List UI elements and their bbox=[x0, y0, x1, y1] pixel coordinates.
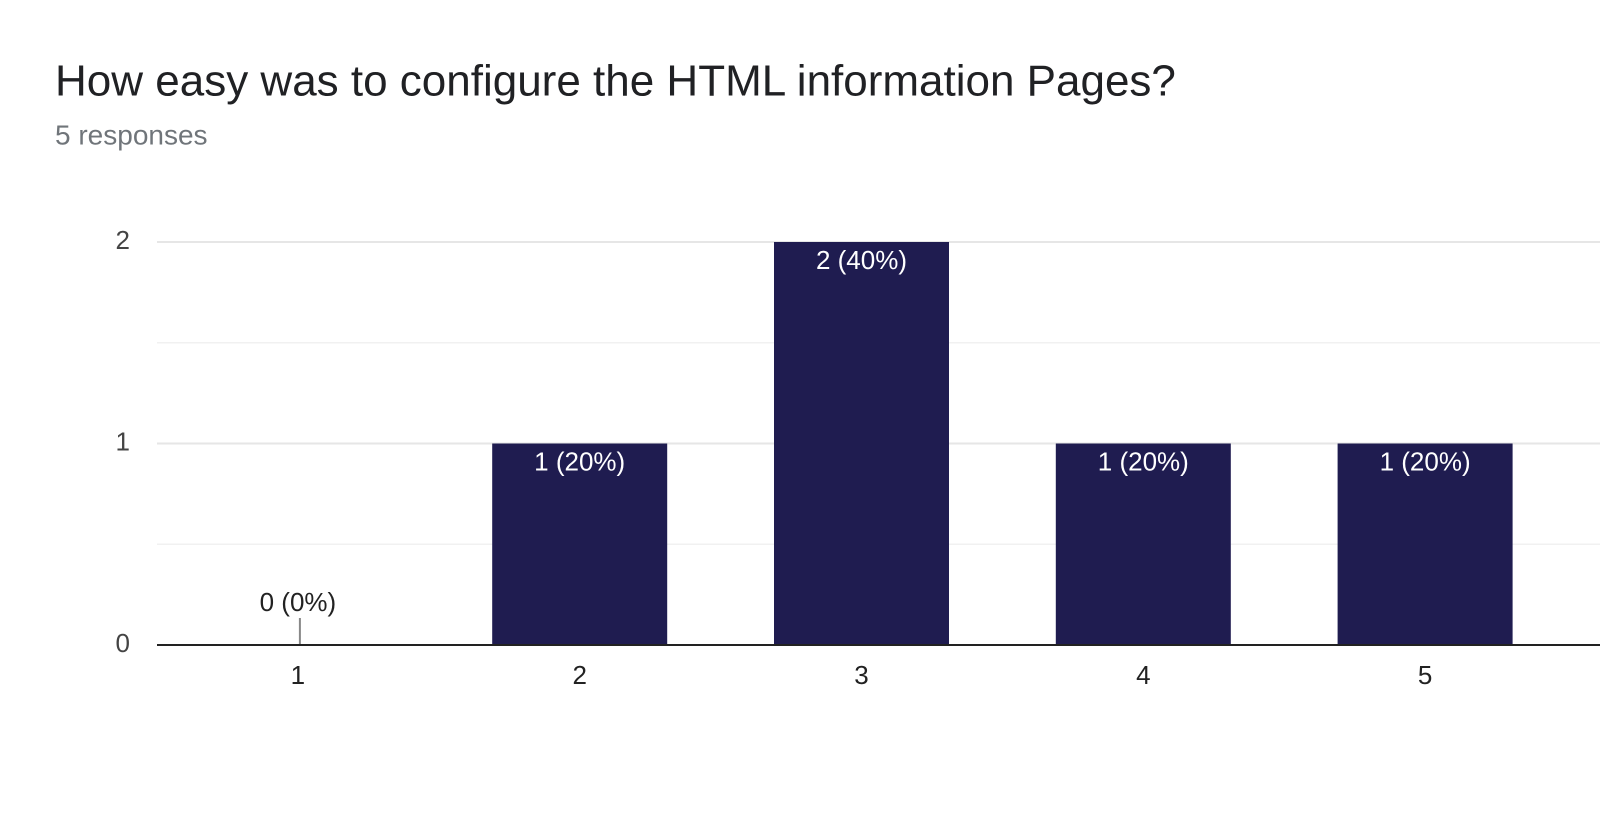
chart-title: How easy was to configure the HTML infor… bbox=[55, 57, 1176, 106]
x-tick-label: 1 bbox=[291, 660, 305, 690]
data-label: 1 (20%) bbox=[534, 446, 625, 476]
bar bbox=[1055, 443, 1231, 645]
y-tick-label: 2 bbox=[116, 225, 130, 255]
data-label: 2 (40%) bbox=[816, 245, 907, 275]
chart-subtitle: 5 responses bbox=[55, 119, 208, 150]
bar bbox=[492, 443, 668, 645]
data-label: 0 (0%) bbox=[260, 587, 337, 617]
y-tick-label: 1 bbox=[116, 426, 130, 456]
x-tick-label: 3 bbox=[854, 660, 868, 690]
x-tick-label: 5 bbox=[1418, 660, 1432, 690]
x-tick-label: 4 bbox=[1136, 660, 1150, 690]
data-label: 1 (20%) bbox=[1098, 446, 1189, 476]
data-label: 1 (20%) bbox=[1380, 446, 1471, 476]
x-tick-label: 2 bbox=[572, 660, 586, 690]
bar bbox=[774, 242, 949, 645]
bar bbox=[1337, 443, 1513, 645]
y-tick-label: 0 bbox=[116, 628, 130, 658]
